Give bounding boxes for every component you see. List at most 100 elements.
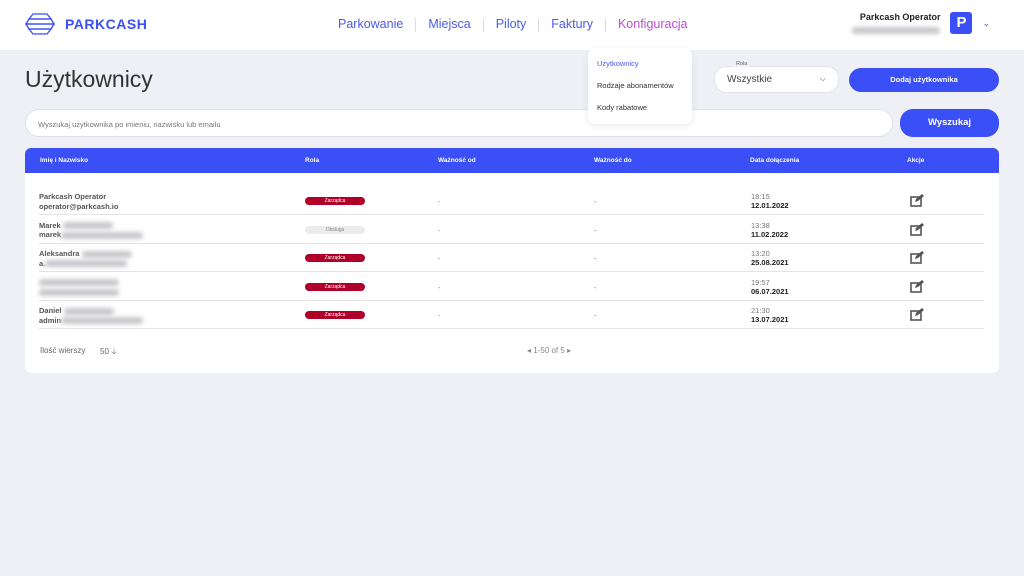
blurred-text bbox=[61, 231, 144, 239]
join-time: 18:15 bbox=[751, 192, 770, 201]
join-date: 13:20 25.08.2021 bbox=[751, 249, 789, 267]
user-name: Daniel bbox=[39, 306, 62, 315]
main-nav: Parkowanie Miejsca Piloty Faktury Konfig… bbox=[338, 17, 687, 33]
role-label: Rola bbox=[733, 61, 751, 67]
join-day: 06.07.2021 bbox=[751, 286, 789, 296]
nav-konfiguracja[interactable]: Konfiguracja bbox=[617, 17, 688, 31]
user-name: Aleksandra bbox=[39, 249, 80, 258]
blurred-text bbox=[39, 288, 119, 296]
user-menu[interactable]: Parkcash Operator P ⌄ bbox=[852, 12, 990, 34]
blurred-text bbox=[39, 279, 119, 287]
table-row: Parkcash Operator operator@parkcash.io Za… bbox=[39, 186, 984, 215]
parkcash-logo-icon bbox=[25, 13, 55, 35]
join-day: 12.01.2022 bbox=[751, 201, 789, 210]
table-row: Daniel admin Zarządca - - 21:30 13.07.2021 bbox=[39, 300, 984, 329]
edit-icon[interactable] bbox=[910, 222, 924, 236]
page-title: Użytkownicy bbox=[25, 66, 153, 92]
user-name-cell: Marek marek bbox=[39, 221, 144, 240]
menu-item-users[interactable]: Użytkownicy bbox=[597, 59, 639, 68]
role-value: Wszystkie bbox=[727, 74, 772, 85]
join-time: 13:20 bbox=[751, 249, 770, 258]
menu-item-discount-codes[interactable]: Kody rabatowe bbox=[597, 103, 648, 112]
user-email: operator@parkcash.io bbox=[39, 201, 119, 211]
rows-per-page-select[interactable]: 50 🡣 bbox=[100, 346, 117, 360]
nav-divider bbox=[415, 18, 417, 32]
arrow-down-icon: 🡣 bbox=[111, 347, 117, 356]
avatar[interactable]: P bbox=[950, 12, 973, 34]
user-email: a. bbox=[39, 258, 46, 268]
table-row: Aleksandra a. Zarządca - - 13:20 25.08.2021 bbox=[39, 243, 984, 272]
col-role[interactable]: Rola bbox=[305, 157, 320, 164]
nav-divider bbox=[538, 18, 540, 32]
config-dropdown: Użytkownicy Rodzaje abonamentów Kody rab… bbox=[588, 48, 692, 124]
join-date: 19:57 06.07.2021 bbox=[751, 278, 789, 296]
join-day: 13.07.2021 bbox=[751, 315, 789, 324]
valid-to: - bbox=[594, 311, 597, 320]
prev-page-icon[interactable]: ◂ bbox=[527, 346, 532, 355]
col-valid-from[interactable]: Ważność od bbox=[438, 157, 476, 164]
menu-item-subscription-types[interactable]: Rodzaje abonamentów bbox=[597, 81, 674, 90]
logo[interactable]: PARKCASH bbox=[25, 12, 147, 36]
blurred-text bbox=[61, 317, 144, 325]
rows-per-page-value: 50 bbox=[100, 347, 109, 356]
blurred-text bbox=[62, 222, 113, 230]
brand-name: PARKCASH bbox=[65, 16, 148, 32]
valid-from: - bbox=[438, 311, 441, 320]
blurred-text bbox=[81, 250, 132, 258]
nav-divider bbox=[604, 18, 606, 32]
blurred-text bbox=[45, 260, 128, 268]
nav-divider bbox=[482, 18, 484, 32]
user-name: Parkcash Operator bbox=[39, 192, 107, 201]
next-page-icon[interactable]: ▸ bbox=[567, 346, 572, 355]
edit-icon[interactable] bbox=[910, 279, 924, 293]
edit-icon[interactable] bbox=[910, 251, 924, 264]
table-row: Zarządca - - 19:57 06.07.2021 bbox=[39, 272, 984, 301]
chevron-down-icon: ⌵ bbox=[819, 74, 826, 83]
user-name-cell: Aleksandra a. bbox=[39, 249, 132, 268]
edit-icon[interactable] bbox=[910, 308, 924, 321]
user-name-cell: Daniel admin bbox=[39, 306, 144, 325]
col-actions: Akcje bbox=[907, 157, 925, 164]
nav-miejsca[interactable]: Miejsca bbox=[428, 17, 471, 31]
join-day: 25.08.2021 bbox=[751, 258, 789, 267]
user-email-blurred bbox=[852, 26, 941, 34]
valid-from: - bbox=[438, 254, 441, 263]
chevron-down-icon[interactable]: ⌄ bbox=[982, 17, 990, 28]
valid-to: - bbox=[594, 282, 597, 292]
join-time: 21:30 bbox=[751, 306, 770, 315]
valid-to: - bbox=[594, 254, 597, 263]
edit-icon[interactable] bbox=[910, 194, 924, 207]
nav-parkowanie[interactable]: Parkowanie bbox=[338, 17, 404, 31]
role-badge: Obsługa bbox=[305, 225, 365, 234]
join-date: 13:38 11.02.2022 bbox=[751, 221, 788, 239]
role-badge: Zarządca bbox=[305, 282, 365, 291]
join-time: 13:38 bbox=[751, 220, 770, 230]
user-name: Parkcash Operator bbox=[859, 12, 941, 23]
table-header: Imię i Nazwisko Rola Ważność od Ważność … bbox=[25, 148, 999, 173]
add-user-button[interactable]: Dodaj użytkownika bbox=[849, 68, 999, 92]
role-select[interactable]: Rola Wszystkie ⌵ bbox=[714, 61, 839, 93]
table-row: Marek marek Obsługa - - 13:38 11.02.2022 bbox=[39, 215, 984, 244]
role-badge: Zarządca bbox=[305, 197, 365, 205]
valid-to: - bbox=[594, 225, 597, 235]
blurred-text bbox=[63, 307, 114, 315]
top-bar: PARKCASH Parkowanie Miejsca Piloty Faktu… bbox=[0, 0, 1024, 50]
join-date: 21:30 13.07.2021 bbox=[751, 306, 789, 324]
valid-from: - bbox=[438, 225, 441, 235]
nav-faktury[interactable]: Faktury bbox=[551, 17, 593, 31]
join-day: 11.02.2022 bbox=[751, 229, 789, 239]
search-input[interactable]: Wyszukaj użytkownika po imieniu, nazwisk… bbox=[25, 109, 893, 137]
valid-from: - bbox=[438, 282, 441, 292]
search-button[interactable]: Wyszukaj bbox=[900, 109, 999, 137]
col-valid-to[interactable]: Ważność do bbox=[594, 157, 632, 164]
user-name-cell bbox=[39, 278, 119, 297]
join-date: 18:15 12.01.2022 bbox=[751, 192, 789, 210]
valid-from: - bbox=[438, 197, 441, 206]
role-badge: Zarządca bbox=[305, 254, 365, 262]
nav-piloty[interactable]: Piloty bbox=[495, 17, 527, 31]
user-email: marek bbox=[39, 230, 62, 239]
col-join-date[interactable]: Data dołączenia bbox=[750, 157, 800, 164]
col-name[interactable]: Imię i Nazwisko bbox=[40, 157, 89, 164]
pagination: ◂ 1-50 of 5 ▸ bbox=[527, 346, 571, 355]
pagination-text: 1-50 of 5 bbox=[533, 346, 565, 355]
